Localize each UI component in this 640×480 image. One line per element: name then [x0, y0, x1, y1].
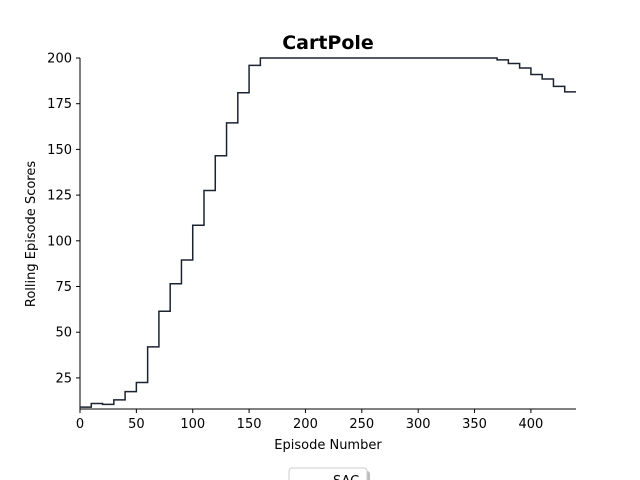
- x-tick-label: 350: [462, 417, 487, 432]
- y-tick-label: 50: [55, 326, 72, 341]
- x-tick-label: 300: [406, 417, 431, 432]
- y-axis-label: Rolling Episode Scores: [24, 161, 39, 307]
- legend-box: [288, 467, 368, 480]
- x-tick-label: 0: [76, 417, 84, 432]
- chart-title: CartPole: [282, 32, 374, 54]
- y-tick-label: 125: [47, 189, 72, 204]
- legend-label-sac: SAC: [333, 474, 359, 480]
- y-tick-label: 150: [47, 143, 72, 158]
- x-tick-label: 250: [349, 417, 374, 432]
- y-tick-label: 200: [47, 52, 72, 67]
- x-tick-label: 400: [518, 417, 543, 432]
- x-tick-label: 50: [128, 417, 145, 432]
- x-tick-label: 100: [180, 417, 205, 432]
- x-tick-label: 150: [237, 417, 262, 432]
- plot-area: [80, 57, 576, 408]
- axes-frame: [79, 58, 576, 410]
- x-axis-label: Episode Number: [274, 438, 382, 453]
- y-tick-label: 100: [47, 234, 72, 249]
- y-axis-ticks: 25 50 75 100 125 150 175 200: [47, 52, 80, 386]
- y-tick-label: 75: [55, 280, 72, 295]
- legend: SAC: [288, 467, 370, 480]
- y-tick-label: 25: [55, 371, 72, 386]
- x-axis-ticks: 0 50 100 150 200 250 300 350 400: [76, 409, 543, 432]
- y-tick-label: 175: [47, 97, 72, 112]
- x-tick-label: 200: [293, 417, 318, 432]
- series-line-sac: [80, 57, 576, 408]
